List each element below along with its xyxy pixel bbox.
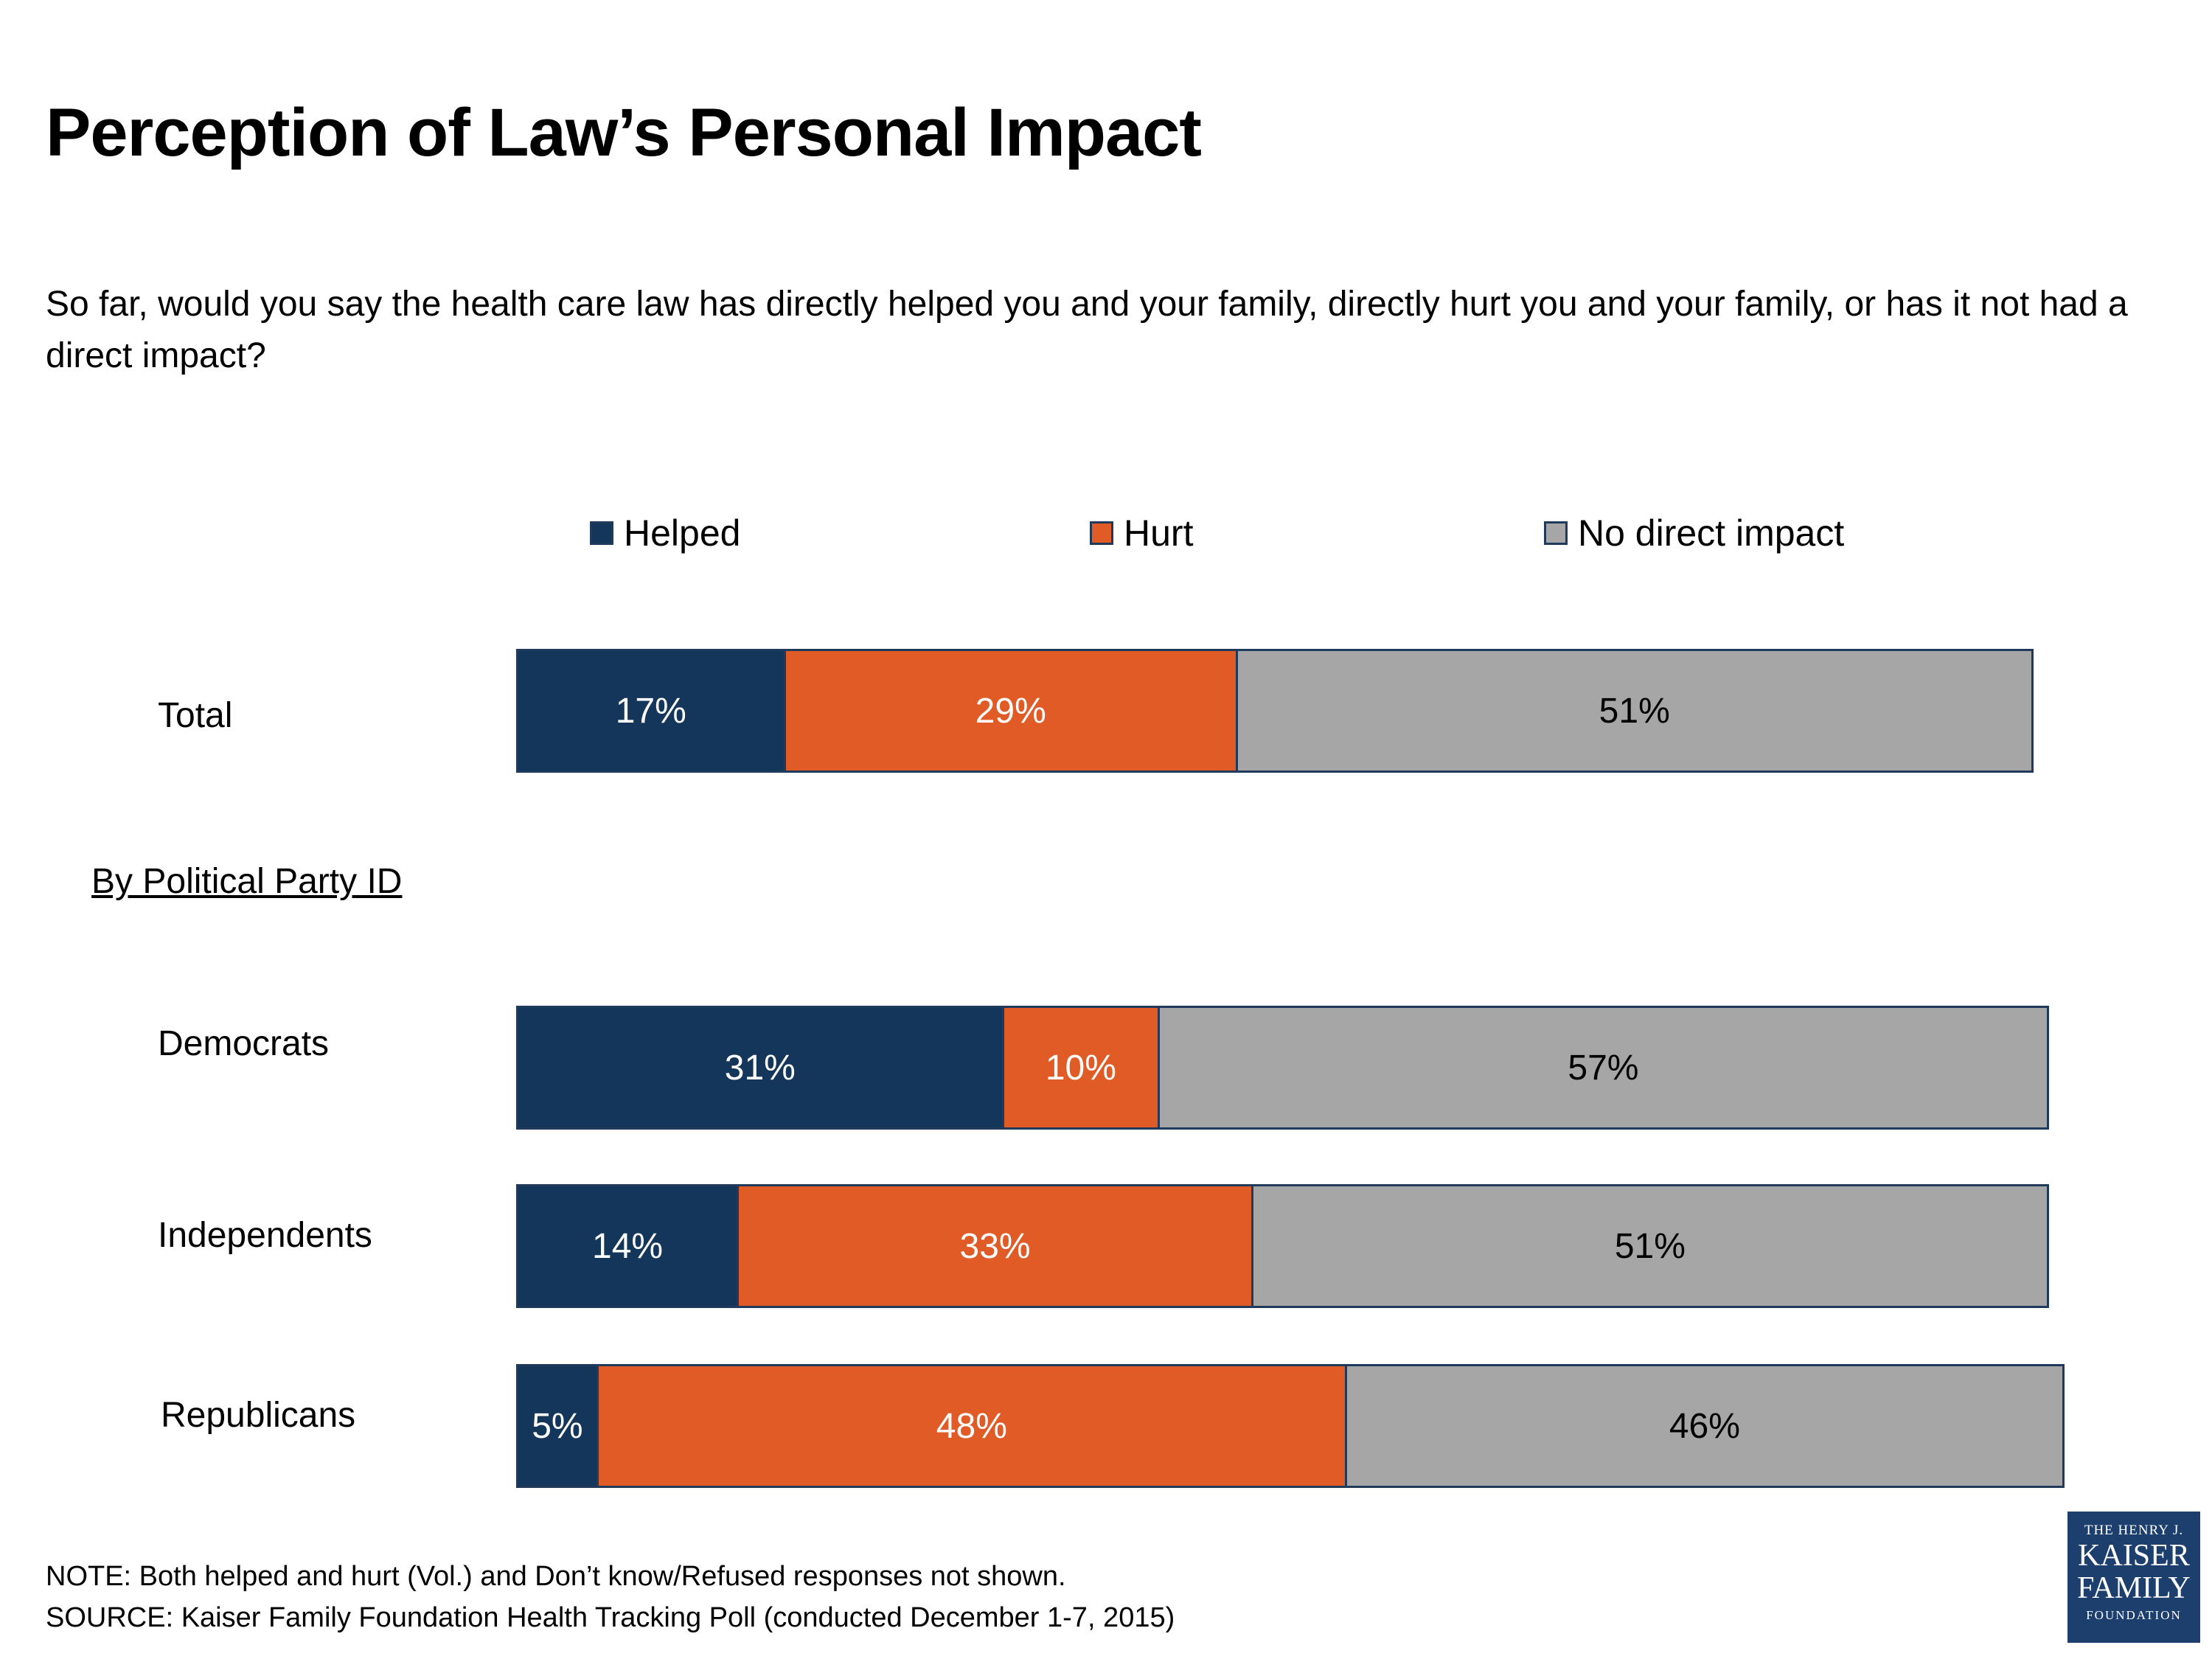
logo-line-3: FAMILY — [2077, 1571, 2191, 1605]
bar-segment-democrats-hurt: 10% — [1001, 1008, 1158, 1127]
data-label: 57% — [1568, 1048, 1639, 1088]
data-label: 10% — [1045, 1048, 1116, 1088]
bar-segment-republicans-hurt: 48% — [596, 1366, 1345, 1486]
bar-segment-total-helped: 17% — [518, 651, 784, 771]
bar-segment-independents-no-direct-impact: 51% — [1251, 1186, 2047, 1306]
bar-segment-democrats-helped: 31% — [518, 1008, 1002, 1127]
data-label: 5% — [532, 1406, 583, 1446]
bar-total: 17% 29% 51% — [516, 649, 2034, 773]
bar-segment-democrats-no-direct-impact: 57% — [1158, 1008, 2047, 1127]
logo-line-1: THE HENRY J. — [2084, 1523, 2184, 1538]
logo-line-4: FOUNDATION — [2086, 1608, 2182, 1622]
footer-note: NOTE: Both helped and hurt (Vol.) and Do… — [46, 1561, 1066, 1592]
legend-swatch-no-direct-impact — [1544, 521, 1568, 545]
bar-segment-independents-hurt: 33% — [737, 1186, 1252, 1306]
legend-item-helped: Helped — [590, 512, 740, 554]
row-label-republicans: Republicans — [161, 1396, 356, 1435]
data-label: 31% — [724, 1048, 796, 1088]
data-label: 17% — [615, 691, 686, 731]
legend-label-hurt: Hurt — [1124, 512, 1194, 554]
chart-title: Perception of Law’s Personal Impact — [46, 95, 1202, 170]
bar-segment-total-hurt: 29% — [783, 651, 1236, 771]
legend-item-no-direct-impact: No direct impact — [1544, 512, 1844, 554]
chart-legend: Helped Hurt No direct impact — [0, 512, 2212, 563]
legend-swatch-helped — [590, 521, 613, 545]
bar-republicans: 5% 48% 46% — [516, 1364, 2065, 1488]
data-label: 46% — [1669, 1406, 1740, 1446]
legend-label-helped: Helped — [624, 512, 741, 554]
bar-segment-republicans-no-direct-impact: 46% — [1344, 1366, 2062, 1486]
bar-independents: 14% 33% 51% — [516, 1184, 2049, 1308]
chart-subtitle: So far, would you say the health care la… — [46, 285, 2128, 375]
bar-segment-total-no-direct-impact: 51% — [1235, 651, 2031, 771]
data-label: 48% — [936, 1406, 1007, 1446]
bar-segment-republicans-helped: 5% — [518, 1366, 597, 1486]
row-label-total: Total — [158, 696, 233, 735]
kaiser-family-foundation-logo: THE HENRY J. KAISER FAMILY FOUNDATION — [2067, 1512, 2200, 1643]
legend-item-hurt: Hurt — [1090, 512, 1193, 554]
logo-line-2: KAISER — [2078, 1539, 2190, 1573]
chart-footer: NOTE: Both helped and hurt (Vol.) and Do… — [46, 1556, 1175, 1638]
data-label: 51% — [1599, 691, 1670, 731]
bar-segment-independents-helped: 14% — [518, 1186, 737, 1306]
bar-democrats: 31% 10% 57% — [516, 1006, 2049, 1130]
legend-label-no-direct-impact: No direct impact — [1578, 512, 1845, 554]
row-label-democrats: Democrats — [158, 1024, 330, 1063]
data-label: 29% — [975, 691, 1046, 731]
section-label: By Political Party ID — [91, 862, 403, 901]
legend-swatch-hurt — [1090, 521, 1113, 545]
data-label: 14% — [592, 1226, 664, 1266]
data-label: 51% — [1614, 1226, 1686, 1266]
footer-source: SOURCE: Kaiser Family Foundation Health … — [46, 1602, 1175, 1633]
row-label-independents: Independents — [158, 1216, 372, 1255]
data-label: 33% — [959, 1226, 1031, 1266]
